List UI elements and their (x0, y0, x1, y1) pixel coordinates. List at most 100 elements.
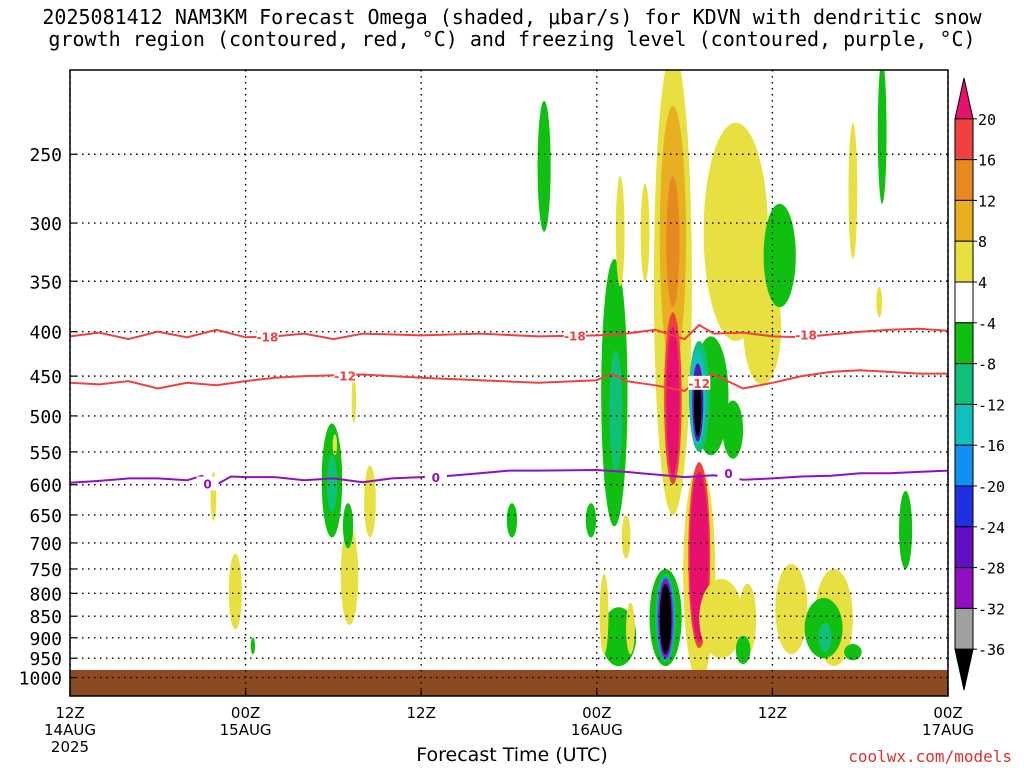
colorbar-segment (954, 607, 974, 650)
y-tick-label: 900 (29, 629, 62, 650)
y-tick-label: 650 (29, 506, 62, 527)
omega-area (844, 644, 862, 661)
colorbar-segment (954, 567, 974, 609)
colorbar-label: -32 (978, 600, 1005, 618)
y-tick-label: 800 (29, 584, 62, 605)
x-tick-label: 14AUG (44, 721, 96, 739)
contour-label-bg (334, 368, 357, 383)
credit-text: coolwx.com/models (848, 747, 1012, 766)
x-tick-label: 12Z (758, 704, 787, 722)
ground-fill (70, 669, 948, 696)
x-tick-label: 15AUG (220, 721, 272, 739)
contour-label-bg (256, 329, 279, 344)
omega-area (332, 434, 338, 456)
omega-area (722, 400, 744, 459)
y-tick-label: 550 (29, 443, 62, 464)
colorbar-label: -16 (978, 437, 1005, 455)
y-tick-label: 300 (29, 214, 62, 235)
contour-label-bg (717, 466, 740, 481)
colorbar-label: -8 (978, 356, 996, 374)
y-tick-label: 600 (29, 476, 62, 497)
omega-area (599, 573, 609, 655)
contour-label-bg (563, 328, 586, 343)
colorbar-arrow-top (954, 77, 974, 120)
colorbar-label: -28 (978, 560, 1005, 578)
colorbar-label: -4 (978, 315, 996, 333)
omega-area (877, 70, 887, 204)
colorbar-segment (954, 281, 974, 324)
colorbar-label: 16 (978, 152, 996, 170)
colorbar-label: 8 (978, 233, 987, 251)
colorbar-segment (954, 485, 974, 528)
colorbar-label: 4 (978, 274, 987, 292)
y-tick-label: 350 (29, 272, 62, 293)
axes: 2503003504004505005506006507007508008509… (19, 69, 974, 756)
contour-label-bg (795, 327, 818, 342)
colorbar-label: 20 (978, 111, 996, 129)
contour-label: -18 (795, 328, 817, 342)
omega-area (326, 455, 338, 513)
omega-area (626, 602, 635, 655)
omega-shading (70, 0, 948, 696)
y-tick-label: 400 (29, 323, 62, 344)
colorbar-segment (954, 199, 974, 242)
omega-area (818, 622, 832, 653)
omega-area (666, 176, 680, 308)
colorbar-segment (954, 526, 974, 569)
omega-area (694, 374, 702, 437)
contour-label: -18 (564, 329, 586, 343)
colorbar-segment (954, 159, 974, 201)
colorbar-label: 12 (978, 192, 996, 210)
omega-area (848, 122, 858, 260)
x-tick-label: 2025 (51, 738, 89, 756)
omega-area (557, 0, 563, 51)
colorbar-label: -36 (978, 641, 1005, 659)
omega-area (250, 637, 256, 655)
y-tick-label: 250 (29, 145, 62, 166)
colorbar-label: -20 (978, 478, 1005, 496)
omega-area (735, 635, 751, 665)
omega-area (609, 350, 623, 472)
colorbar-segment (954, 118, 974, 161)
colorbar-segment (954, 363, 974, 405)
y-tick-label: 950 (29, 649, 62, 670)
colorbar-segment (954, 444, 974, 487)
x-tick-label: 00Z (582, 704, 611, 722)
omega-area (621, 514, 631, 559)
colorbar: 20 16 12 8 4 -4 -8 -12 -16 -20 -24 -28 -32 -36 (954, 77, 1005, 691)
plot-frame (69, 69, 949, 697)
omega-area (506, 503, 518, 538)
colorbar-arrow-bottom (954, 648, 974, 691)
contour-label-bg (196, 476, 219, 491)
y-tick-label: 500 (29, 407, 62, 428)
omega-area (537, 100, 551, 232)
x-tick-label: 00Z (231, 704, 260, 722)
colorbar-label: -24 (978, 519, 1005, 537)
contour-label-bg (688, 375, 711, 390)
omega-area (763, 203, 796, 308)
omega-area (699, 578, 744, 659)
omega-area (351, 376, 357, 424)
colorbar-segment (954, 322, 974, 365)
omega-area (340, 526, 359, 626)
y-tick-label: 700 (29, 534, 62, 555)
omega-area (666, 326, 680, 476)
colorbar-segment (954, 240, 974, 283)
omega-area (898, 490, 913, 569)
x-tick-label: 00Z (933, 704, 962, 722)
contour-label: -12 (688, 377, 710, 391)
colorbar-label: -12 (978, 396, 1005, 414)
x-tick-label: 12Z (407, 704, 436, 722)
contour-label: -18 (257, 330, 279, 344)
omega-area (640, 183, 650, 282)
omega-area (775, 563, 808, 655)
contour-label: -12 (334, 369, 356, 383)
omega-area (615, 176, 625, 287)
contour-label: 0 (203, 477, 211, 491)
omega-area (659, 583, 672, 655)
colorbar-segment (954, 403, 974, 446)
contour-label-bg (424, 470, 447, 485)
contour-label: 0 (432, 471, 440, 485)
x-tick-label: 16AUG (571, 721, 623, 739)
